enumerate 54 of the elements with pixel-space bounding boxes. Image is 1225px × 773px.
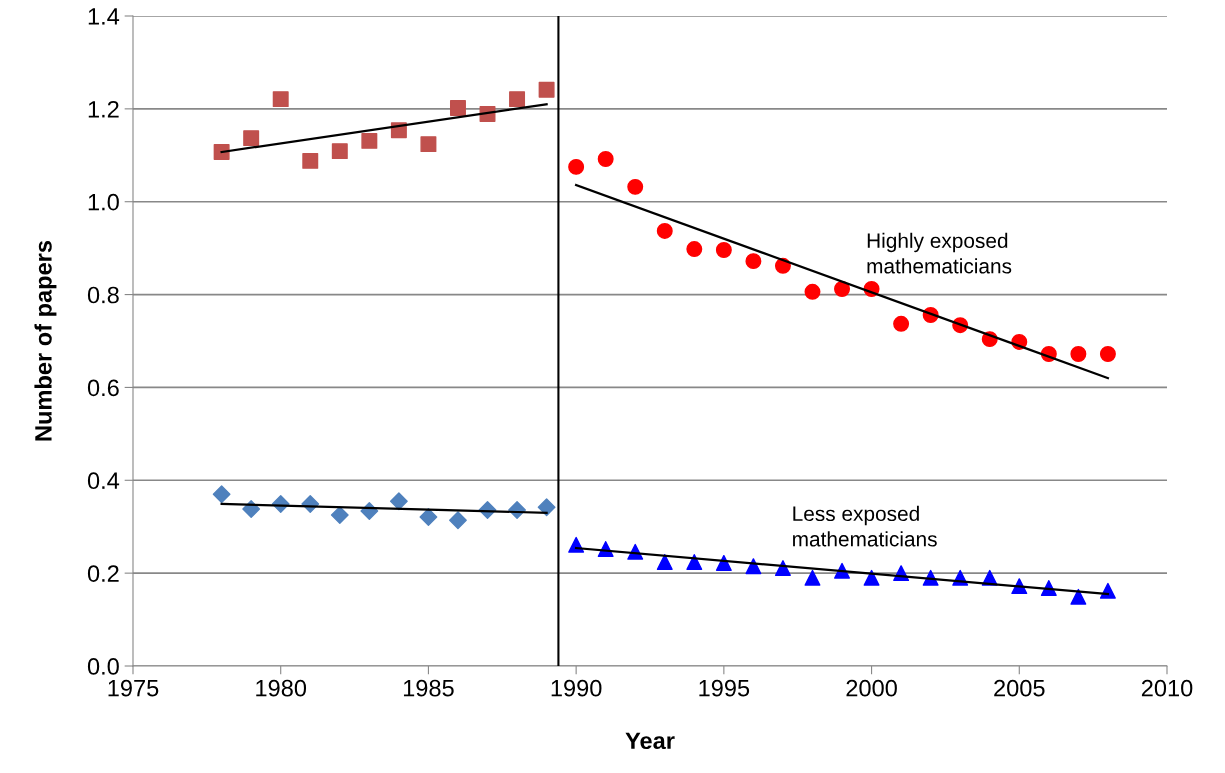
point [449, 511, 467, 530]
point [597, 151, 614, 167]
point [538, 81, 555, 98]
point [302, 152, 319, 169]
x-tick-label: 2000 [846, 679, 897, 697]
point [804, 569, 821, 586]
point [449, 99, 466, 116]
y-tick-label: 0.8 [87, 286, 119, 304]
point [509, 91, 526, 108]
point [361, 132, 378, 149]
y-tick-label: 1.0 [88, 193, 119, 211]
y-axis-title: Number of papers [34, 240, 57, 441]
point [243, 130, 260, 147]
x-axis-title: Year [625, 732, 675, 750]
point [330, 506, 349, 525]
point [389, 492, 408, 511]
y-tick-label: 1.2 [88, 100, 119, 118]
y-tick-label: 0.4 [87, 472, 120, 490]
point [656, 222, 673, 239]
point [1099, 346, 1116, 362]
point [774, 560, 791, 577]
point [331, 143, 348, 160]
point [537, 498, 556, 517]
point [686, 554, 703, 570]
annotation: Highly exposed mathematicians [867, 232, 1012, 274]
x-tick-label: 1990 [551, 679, 602, 697]
x-tick-label: 1980 [256, 679, 307, 697]
point [213, 144, 230, 161]
point [715, 242, 732, 258]
point [568, 158, 585, 175]
x-tick-label: 1985 [403, 679, 454, 697]
y-tick-label: 1.4 [88, 8, 120, 25]
y-tick-label: 0.0 [87, 658, 119, 675]
point [804, 283, 821, 300]
point [834, 281, 851, 297]
point [420, 136, 437, 153]
point [745, 253, 762, 270]
x-tick-label: 2010 [1141, 679, 1193, 697]
point [863, 569, 880, 586]
point [656, 554, 673, 570]
point [1070, 588, 1087, 605]
annotation: Less exposed mathematicians [793, 505, 937, 547]
x-tick-label: 1975 [108, 679, 159, 697]
y-tick-label: 0.6 [87, 379, 119, 397]
x-tick-label: 1995 [699, 679, 750, 697]
y-tick-label: 0.2 [87, 565, 119, 582]
point [627, 178, 644, 195]
point [272, 91, 289, 108]
x-tick-label: 2005 [994, 679, 1045, 697]
point [212, 485, 231, 504]
point [1070, 346, 1087, 362]
point [893, 315, 910, 332]
point [419, 508, 438, 526]
point [686, 241, 703, 258]
